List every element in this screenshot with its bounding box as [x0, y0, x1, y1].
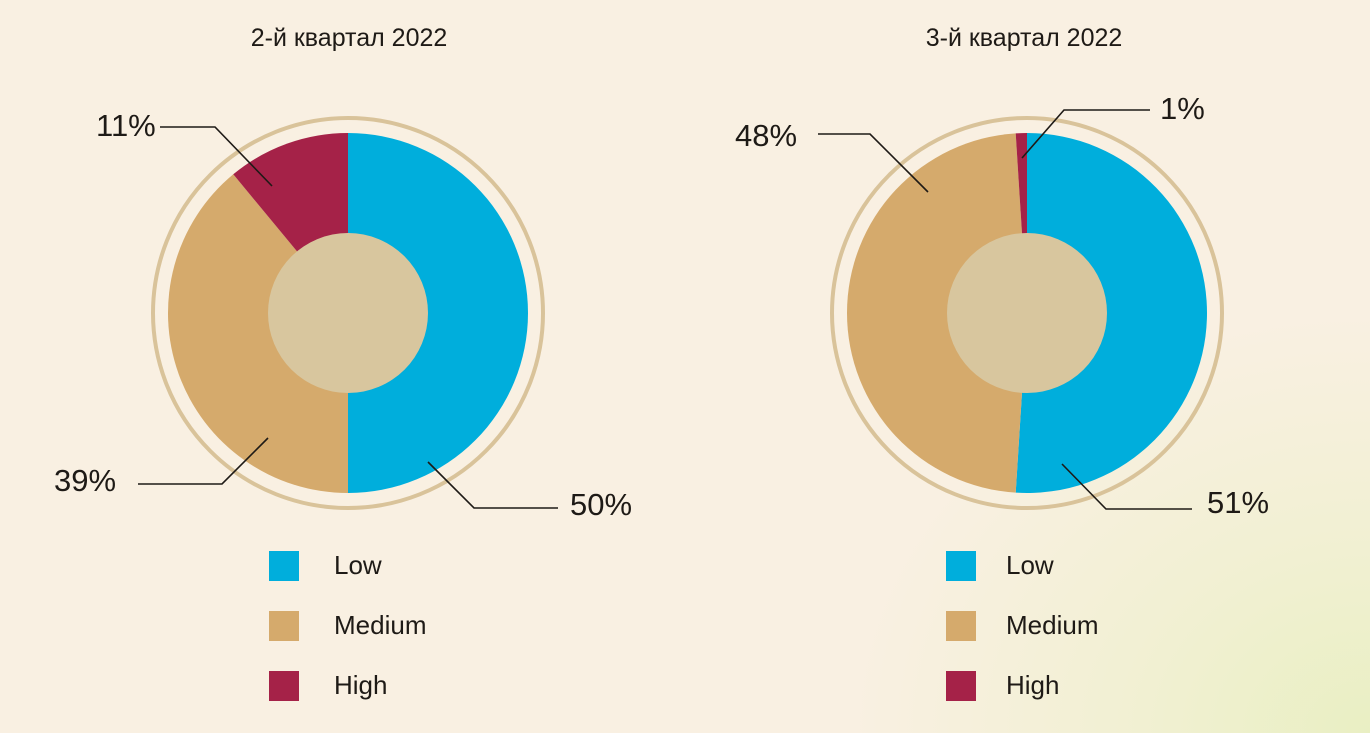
chart-q3-legend-swatch-low [946, 551, 976, 581]
chart-q2-2022: 2-й квартал 2022 50% 39% 11% Low Medium … [54, 24, 632, 701]
chart-q3-title: 3-й квартал 2022 [926, 24, 1123, 52]
chart-q3-legend-label-high: High [1006, 670, 1059, 700]
chart-q2-slice-medium [168, 174, 348, 493]
chart-q3-slices [847, 133, 1208, 493]
chart-q2-leader-high [160, 126, 273, 187]
chart-q3-leader-high [1021, 109, 1150, 159]
chart-q2-legend-label-low: Low [334, 550, 382, 580]
chart-q3-legend-swatch-high [946, 671, 976, 701]
chart-q2-label-low: 50% [570, 487, 632, 522]
chart-q3-label-high: 1% [1160, 91, 1205, 126]
chart-q2-legend-swatch-medium [269, 611, 299, 641]
chart-q2-outer-ring [151, 116, 545, 510]
chart-q2-leader-medium [138, 437, 269, 485]
chart-q2-slice-low [348, 133, 528, 493]
chart-q3-label-low: 51% [1207, 485, 1269, 520]
chart-q3-legend-label-medium: Medium [1006, 610, 1098, 640]
chart-q2-label-medium: 39% [54, 463, 116, 498]
chart-q3-legend-swatch-medium [946, 611, 976, 641]
chart-q3-outer-ring [830, 116, 1224, 510]
chart-q2-center-hole [268, 233, 428, 393]
chart-q3-label-medium: 48% [735, 118, 797, 153]
chart-q2-legend-label-medium: Medium [334, 610, 426, 640]
chart-q2-leader-low [427, 461, 558, 509]
chart-q3-2022: 3-й квартал 2022 51% 48% 1% Low Medium H… [735, 24, 1269, 701]
chart-q3-slice-medium [847, 133, 1027, 493]
chart-q3-leader-medium [818, 133, 929, 193]
chart-q3-center-hole [947, 233, 1107, 393]
chart-q3-leader-low [1061, 463, 1192, 510]
chart-q2-label-high: 11% [96, 108, 156, 143]
chart-q2-legend-label-high: High [334, 670, 387, 700]
chart-q3-legend-label-low: Low [1006, 550, 1054, 580]
chart-q2-legend-swatch-low [269, 551, 299, 581]
chart-q2-legend-swatch-high [269, 671, 299, 701]
chart-q3-slice-low [1015, 133, 1208, 493]
chart-q2-title: 2-й квартал 2022 [251, 24, 448, 52]
